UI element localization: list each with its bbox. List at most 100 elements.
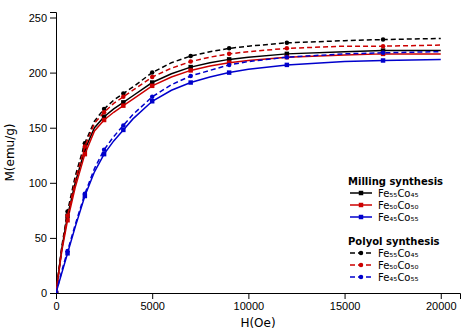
marks bbox=[56, 37, 441, 293]
legend-marker bbox=[359, 203, 363, 207]
point bbox=[285, 41, 290, 46]
tick: 0 bbox=[41, 287, 56, 299]
point bbox=[121, 95, 126, 100]
point bbox=[121, 123, 126, 128]
legend-label: Fe₅₀Co₅₀ bbox=[378, 260, 419, 271]
legend-marker bbox=[359, 191, 363, 195]
x-axis-title: H(Oe) bbox=[240, 316, 275, 330]
tick-label: 10000 bbox=[234, 300, 265, 312]
legend-item: Fe₅₅Co₄₅ bbox=[350, 188, 419, 199]
point bbox=[381, 37, 386, 42]
legend-label: Fe₄₅Co₅₅ bbox=[378, 212, 419, 223]
point bbox=[188, 59, 193, 64]
tick: 0 bbox=[53, 293, 59, 312]
point bbox=[65, 214, 69, 218]
point bbox=[150, 95, 155, 100]
legend-marker bbox=[359, 251, 364, 256]
point bbox=[102, 110, 107, 115]
legend-item: Fe₅₀Co₅₀ bbox=[350, 260, 419, 271]
tick-label: 15000 bbox=[330, 300, 361, 312]
series bbox=[56, 37, 441, 293]
point bbox=[56, 291, 58, 293]
tick-mark bbox=[152, 293, 153, 299]
line bbox=[56, 51, 441, 293]
point bbox=[121, 103, 125, 107]
tick-label: 250 bbox=[29, 12, 47, 24]
legend: Milling synthesisFe₅₅Co₄₅Fe₅₀Co₅₀Fe₄₅Co₅… bbox=[348, 176, 443, 283]
tick: 50 bbox=[35, 232, 56, 244]
legend-marker bbox=[359, 275, 364, 280]
point bbox=[188, 74, 193, 79]
tick-label: 0 bbox=[53, 300, 59, 312]
tick-label: 150 bbox=[29, 122, 47, 134]
legend-label: Fe₅₀Co₅₀ bbox=[378, 200, 419, 211]
point bbox=[65, 214, 70, 219]
y-axis: 0 50 100 150 200 250 bbox=[29, 12, 57, 299]
plot: 0 5000 10000 15000 20000 0 50 100 150 200 250 Milli… bbox=[29, 12, 461, 312]
tick-label: 20000 bbox=[426, 300, 457, 312]
tick-label: 50 bbox=[35, 232, 47, 244]
tick-mark bbox=[50, 128, 56, 129]
tick-label: 0 bbox=[41, 287, 47, 299]
chart: 0 5000 10000 15000 20000 0 50 100 150 200 250 Milli… bbox=[0, 0, 474, 335]
legend-label: Fe₅₅Co₄₅ bbox=[378, 188, 419, 199]
legend-marker bbox=[359, 215, 363, 219]
legend-item: Fe₄₅Co₅₅ bbox=[350, 272, 419, 283]
point bbox=[150, 84, 154, 88]
tick-mark bbox=[50, 293, 56, 294]
point bbox=[56, 291, 58, 293]
axis-line bbox=[57, 294, 461, 300]
point bbox=[285, 46, 290, 51]
axis-line bbox=[50, 13, 57, 294]
point bbox=[227, 46, 232, 51]
point bbox=[188, 68, 192, 72]
point bbox=[150, 75, 155, 80]
tick-mark bbox=[50, 18, 56, 19]
x-axis: 0 5000 10000 15000 20000 bbox=[53, 293, 460, 312]
point bbox=[227, 52, 232, 57]
point bbox=[65, 249, 70, 254]
point bbox=[188, 54, 193, 59]
series bbox=[56, 52, 441, 293]
series bbox=[56, 44, 441, 293]
tick-label: 100 bbox=[29, 177, 47, 189]
point bbox=[381, 51, 386, 56]
point bbox=[227, 63, 232, 68]
legend-title: Milling synthesis bbox=[348, 176, 443, 187]
legend-label: Fe₄₅Co₅₅ bbox=[378, 272, 419, 283]
series bbox=[56, 51, 441, 293]
point bbox=[102, 118, 106, 122]
point bbox=[227, 70, 231, 74]
tick: 10000 bbox=[234, 293, 265, 312]
point bbox=[285, 63, 289, 67]
line bbox=[56, 38, 441, 293]
line bbox=[56, 54, 441, 293]
point bbox=[56, 291, 58, 293]
tick-mark bbox=[50, 238, 56, 239]
point bbox=[83, 152, 87, 156]
point bbox=[56, 291, 58, 293]
tick: 20000 bbox=[426, 293, 457, 312]
point bbox=[150, 99, 154, 103]
legend-marker bbox=[359, 263, 364, 268]
point bbox=[381, 58, 385, 62]
series bbox=[56, 48, 441, 293]
point bbox=[285, 55, 290, 60]
legend-title: Polyol synthesis bbox=[348, 236, 440, 247]
tick-label: 200 bbox=[29, 67, 47, 79]
point bbox=[188, 80, 192, 84]
tick: 5000 bbox=[140, 293, 164, 312]
tick-mark bbox=[50, 73, 56, 74]
point bbox=[56, 291, 58, 293]
tick-mark bbox=[345, 293, 346, 299]
tick: 150 bbox=[29, 122, 56, 134]
legend-item: Fe₅₀Co₅₀ bbox=[350, 200, 419, 211]
tick-label: 5000 bbox=[140, 300, 164, 312]
point bbox=[56, 291, 58, 293]
y-axis-title: M(emu/g) bbox=[3, 123, 17, 181]
legend-item: Fe₄₅Co₅₅ bbox=[350, 212, 419, 223]
point bbox=[285, 55, 289, 59]
legend-item: Fe₅₅Co₄₅ bbox=[350, 248, 419, 259]
point bbox=[83, 192, 88, 197]
line bbox=[56, 52, 441, 293]
